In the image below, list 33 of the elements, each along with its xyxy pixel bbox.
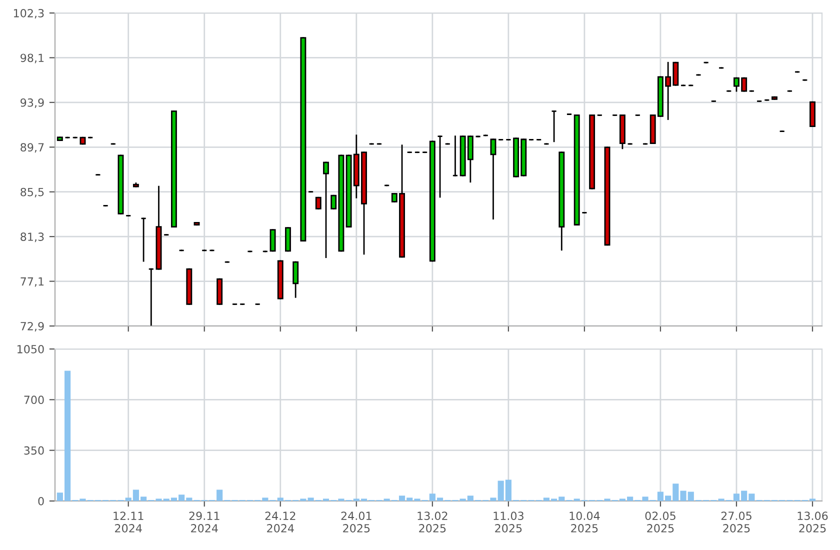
x-tick-label: 29.11 2024 [189,512,220,532]
candlestick [437,136,443,198]
x-tick-label: 27.05 2025 [721,512,752,532]
y-tick-label: 98,1 [20,54,44,64]
candlestick [285,227,291,252]
candlestick [270,229,276,252]
x-tick-label: 24.12 2024 [265,512,296,532]
y-tick-label: 89,7 [20,143,44,153]
y-tick-label: 77,1 [20,277,44,287]
x-tick-label: 02.05 2025 [645,512,676,532]
candlestick [490,138,496,220]
y-tick-label: 81,3 [20,232,44,242]
candlestick [452,136,458,176]
candlestick [140,218,147,262]
candlestick [551,110,558,142]
x-tick-label: 10.04 2025 [570,512,600,532]
x-tick-label: 24.01 2025 [341,512,372,532]
candlestick [292,261,299,298]
candlestick [148,268,154,326]
y-tick-label: 350 [24,446,44,455]
x-tick-label: 13.06 2025 [798,512,828,532]
x-tick-label: 12.11 2024 [114,512,144,532]
y-tick-label: 1050 [18,344,44,354]
x-tick-label: 13.02 2025 [418,512,448,532]
y-tick-label: 102,3 [14,8,44,19]
candlestick [315,196,322,210]
candlestick [323,162,329,258]
y-tick-label: 72,9 [20,322,44,332]
y-tick-label: 93,9 [20,98,44,108]
y-tick-label: 0 [38,496,44,506]
x-tick-label: 11.03 2025 [494,512,524,532]
y-tick-label: 85,5 [20,188,44,198]
y-tick-label: 700 [24,396,44,404]
